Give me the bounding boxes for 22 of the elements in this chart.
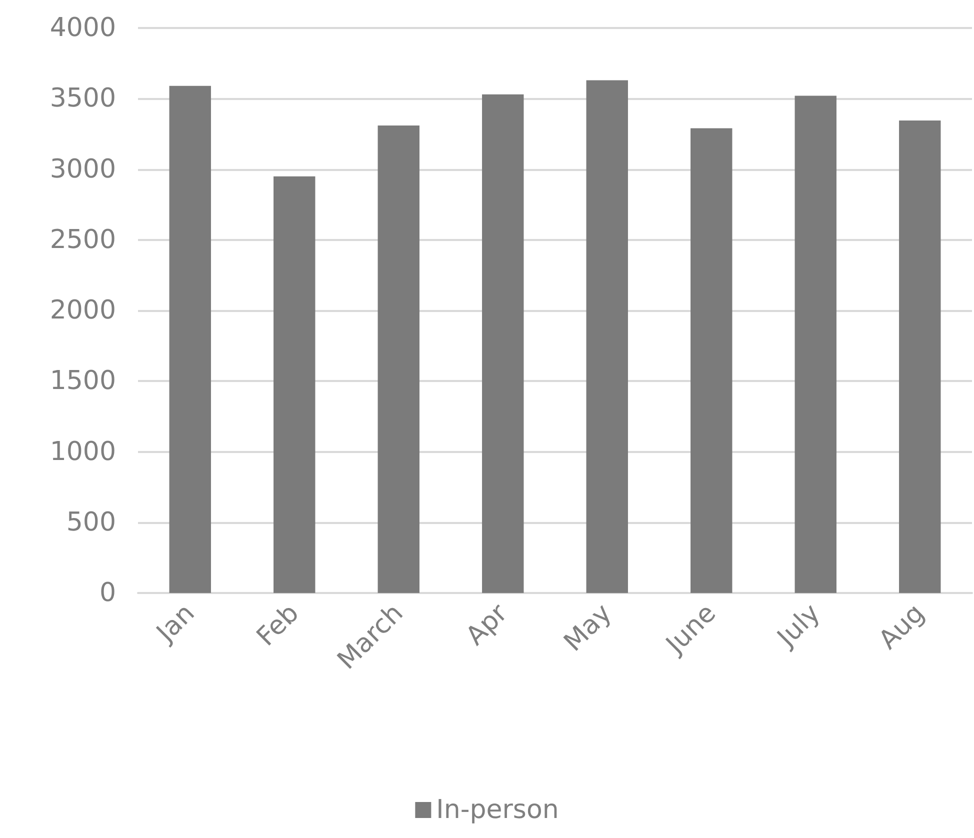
bar bbox=[274, 176, 316, 593]
y-tick-label: 500 bbox=[66, 507, 116, 538]
bar bbox=[794, 96, 836, 593]
y-tick-label: 2000 bbox=[50, 296, 116, 326]
y-tick-label: 1000 bbox=[50, 436, 116, 467]
y-tick-label: 0 bbox=[99, 578, 116, 608]
bar bbox=[899, 120, 941, 593]
y-tick-label: 2500 bbox=[50, 224, 116, 255]
y-tick-label: 3500 bbox=[50, 84, 116, 114]
y-tick-label: 1500 bbox=[50, 366, 116, 396]
x-tick-label: Jan bbox=[150, 598, 201, 650]
x-tick-label: Feb bbox=[251, 598, 305, 652]
bar bbox=[586, 80, 628, 593]
bar bbox=[482, 94, 524, 593]
x-tick-label: Aug bbox=[873, 598, 930, 656]
bar bbox=[378, 125, 420, 593]
legend-label: In-person bbox=[436, 795, 559, 825]
y-tick-label: 4000 bbox=[50, 13, 116, 43]
y-tick-label: 3000 bbox=[50, 154, 116, 184]
x-tick-label: Apr bbox=[460, 598, 514, 652]
bar bbox=[690, 128, 732, 593]
bar bbox=[169, 86, 211, 593]
